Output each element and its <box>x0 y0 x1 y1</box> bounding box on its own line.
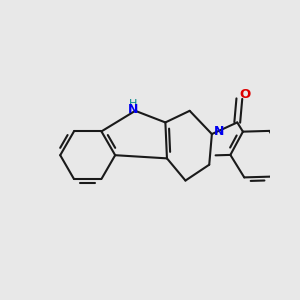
Text: O: O <box>239 88 250 101</box>
Text: H: H <box>129 100 137 110</box>
Text: N: N <box>128 103 138 116</box>
Text: N: N <box>214 125 224 138</box>
